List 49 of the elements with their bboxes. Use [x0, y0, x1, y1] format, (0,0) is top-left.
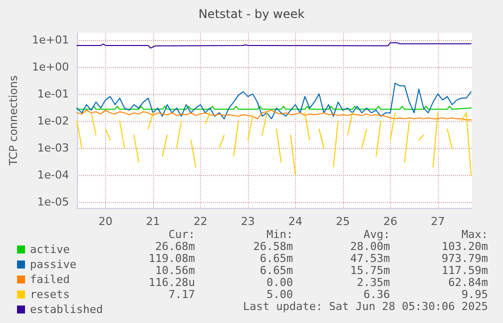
y-tick-label: 1e-05: [37, 196, 69, 209]
text: 26.68m: [155, 240, 196, 253]
text: 6.65m: [260, 264, 294, 277]
x-tick-label: 23: [240, 215, 255, 228]
x-tick-label: 20: [98, 215, 112, 228]
legend-label: passive: [30, 258, 76, 271]
text: 2.35m: [356, 276, 390, 289]
legend-label: resets: [30, 288, 70, 301]
text: 10.56m: [155, 264, 196, 277]
text: Last update: Sat Jun 28 05:30:06 2025: [242, 300, 488, 313]
y-tick-label: 1e+01: [32, 33, 69, 46]
x-tick-label: 27: [430, 215, 445, 228]
text: 9.95: [462, 288, 488, 301]
y-tick-label: 1e-03: [37, 141, 69, 154]
text: 5.00: [266, 288, 294, 301]
x-tick-label: 24: [288, 215, 302, 228]
y-tick-label: 1e-02: [37, 114, 69, 128]
text: 119.08m: [148, 252, 196, 265]
text: 7.17: [168, 288, 196, 301]
legend-label: active: [30, 243, 70, 256]
text: 47.53m: [350, 252, 390, 265]
line-series: [76, 82, 472, 120]
x-tick-label: 26: [383, 215, 398, 228]
text: 62.84m: [448, 276, 488, 289]
legend-label: established: [30, 303, 103, 316]
text: Avg:: [364, 228, 390, 241]
y-tick-label: 1e+00: [32, 60, 69, 74]
legend-label: failed: [30, 273, 70, 286]
y-tick-label: 1e-04: [37, 168, 69, 182]
text: 117.59m: [442, 264, 488, 277]
x-tick-label: 21: [146, 215, 160, 228]
text: 6.36: [364, 288, 390, 301]
line-series: [76, 110, 472, 120]
x-tick-label: 25: [336, 215, 350, 228]
text: 116.28u: [148, 276, 195, 289]
text: Cur:: [168, 228, 196, 241]
x-tick-label: 22: [193, 215, 208, 228]
text: 6.65m: [260, 252, 294, 265]
text: 26.58m: [253, 240, 294, 253]
text: Min:: [266, 228, 294, 241]
y-axis-title: TCP connections: [7, 75, 20, 167]
text: 0.00: [266, 276, 294, 289]
text: Max:: [462, 228, 488, 241]
text: 28.00m: [350, 240, 390, 253]
text: 973.79m: [442, 252, 488, 265]
y-tick-label: 1e-01: [37, 87, 69, 100]
chart-title: Netstat - by week: [198, 7, 305, 21]
text: 103.20m: [442, 240, 488, 253]
text: 15.75m: [350, 264, 390, 277]
